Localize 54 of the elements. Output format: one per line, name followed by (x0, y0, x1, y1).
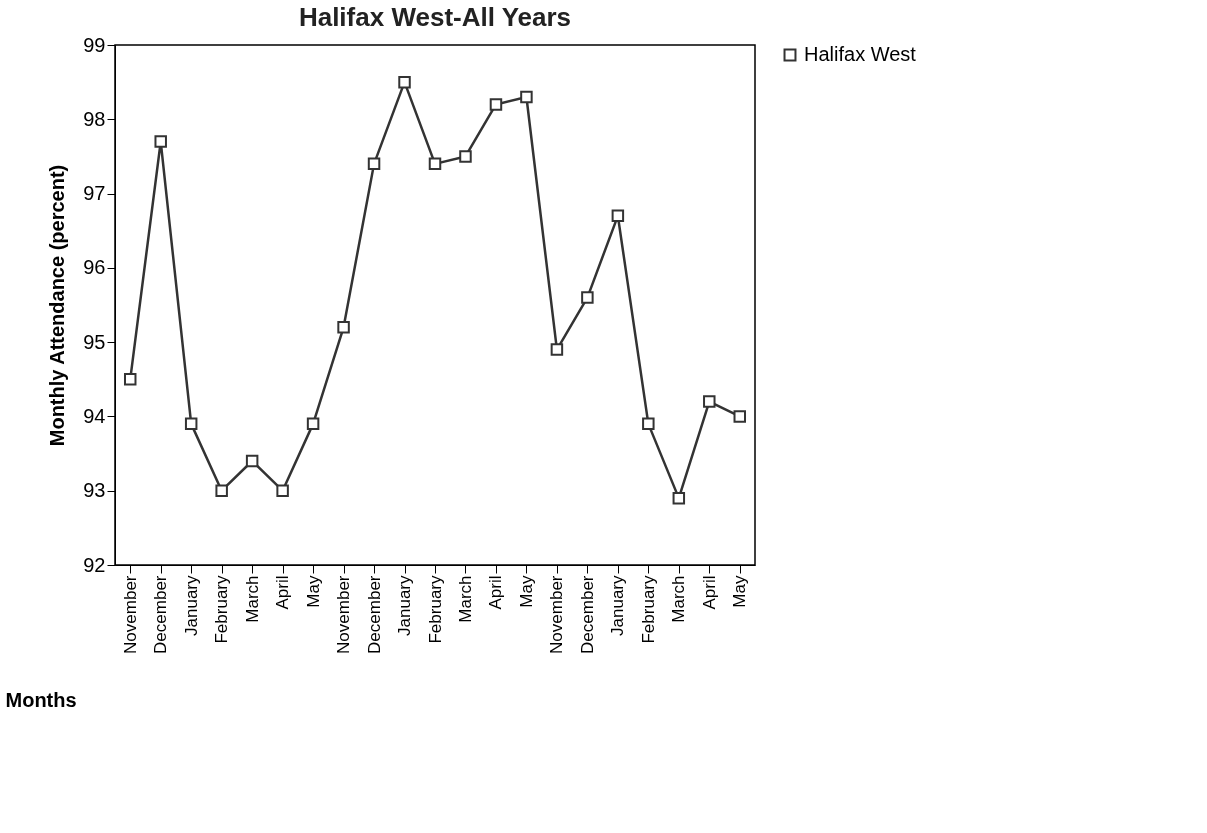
x-tick-label: March (669, 575, 689, 623)
y-tick-label: 97 (83, 182, 106, 205)
point (642, 417, 655, 431)
x-axis-title: Months (5, 688, 77, 711)
y-tick-label: 93 (83, 479, 106, 502)
point (550, 343, 564, 356)
point (245, 454, 259, 468)
point (367, 157, 381, 171)
x-tick-label: April (699, 575, 719, 610)
point (276, 484, 289, 497)
x-tick-label: May (303, 575, 323, 608)
point (428, 157, 442, 171)
point (703, 395, 716, 408)
point (459, 150, 472, 163)
point (611, 209, 625, 223)
x-tick-label: December (577, 575, 597, 654)
x-tick-label: March (455, 575, 475, 623)
point (398, 75, 411, 89)
point (215, 484, 228, 497)
x-tick-label: April (486, 575, 506, 610)
x-tick-label: December (364, 575, 384, 654)
x-tick-label: February (425, 575, 445, 644)
point (123, 373, 137, 386)
x-tick-label: March (242, 575, 262, 623)
x-tick-label: November (120, 575, 140, 654)
y-tick-label: 98 (83, 107, 106, 130)
x-tick-label: February (212, 575, 232, 644)
x-tick-label: May (730, 575, 750, 608)
x-tick-label: January (608, 575, 628, 636)
point (672, 491, 686, 505)
x-tick-label: February (638, 575, 658, 644)
chart-title: Halifax West-All Years (298, 2, 572, 32)
x-tick-label: May (516, 575, 536, 608)
y-tick-label: 95 (83, 330, 106, 353)
x-tick-label: April (273, 575, 293, 610)
point (581, 291, 594, 304)
point (489, 98, 503, 111)
y-tick-label: 94 (83, 404, 106, 427)
y-axis-title: Monthly Attendance (percent) (46, 164, 69, 447)
point (337, 321, 350, 334)
x-tick-label: January (395, 575, 415, 636)
x-tick-label: November (334, 575, 354, 654)
point (154, 135, 167, 148)
x-tick-label: January (181, 575, 201, 636)
y-tick-label: 96 (83, 256, 106, 279)
point (184, 417, 198, 431)
y-tick-label: 92 (83, 553, 106, 576)
y-tick-label: 99 (83, 33, 106, 56)
point (520, 90, 533, 104)
x-tick-label: December (151, 575, 171, 654)
point (733, 410, 747, 423)
legend-label: Halifax West (804, 43, 917, 65)
x-tick-label: November (547, 575, 567, 654)
point (306, 417, 320, 431)
